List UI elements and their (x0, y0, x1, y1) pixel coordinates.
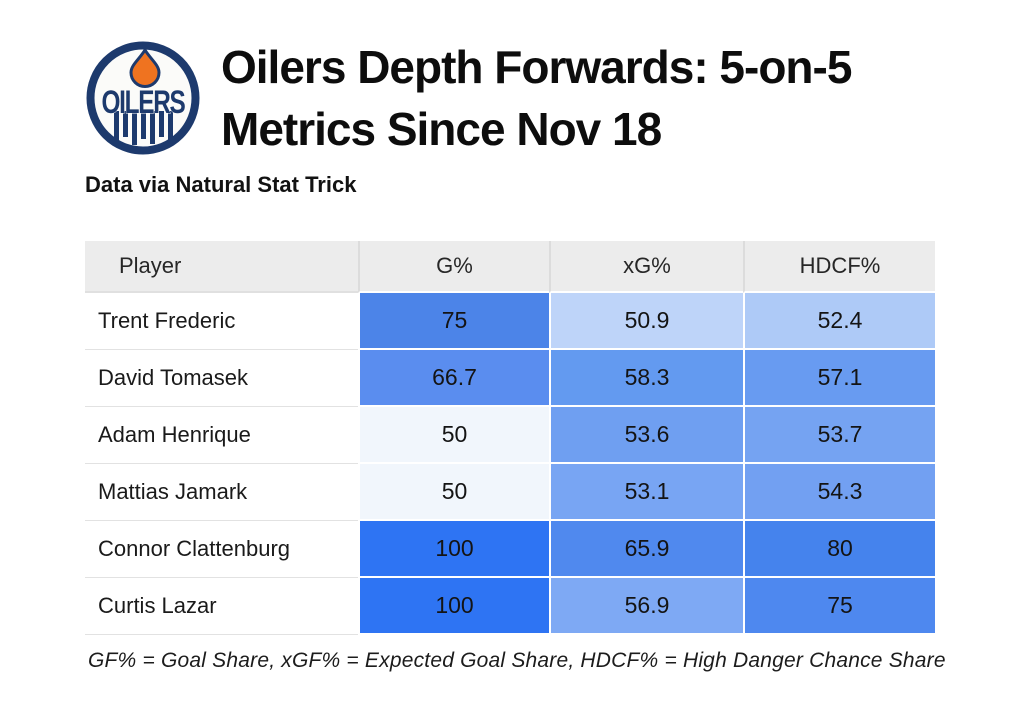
table-row: Connor Clattenburg 100 65.9 80 (85, 521, 935, 578)
metrics-table: Player G% xG% HDCF% Trent Frederic 75 50.9… (85, 241, 935, 635)
table-body: Trent Frederic 75 50.9 52.4 David Tomasek 66.… (85, 293, 935, 635)
page-title-line1: Oilers Depth Forwards: 5-on-5 (221, 41, 852, 93)
player-name-cell: Connor Clattenburg (85, 521, 358, 578)
stat-cell-hdcf-pct: 75 (743, 578, 935, 635)
table-header-row: Player G% xG% HDCF% (85, 241, 935, 293)
stat-cell-hdcf-pct: 80 (743, 521, 935, 578)
player-name-cell: Trent Frederic (85, 293, 358, 350)
table-row: Trent Frederic 75 50.9 52.4 (85, 293, 935, 350)
player-name-cell: Curtis Lazar (85, 578, 358, 635)
table-row: David Tomasek 66.7 58.3 57.1 (85, 350, 935, 407)
oilers-wordmark: OILERS (101, 85, 185, 121)
stat-cell-g-pct: 100 (358, 578, 549, 635)
column-header-hdcf-pct: HDCF% (743, 241, 935, 293)
table-row: Adam Henrique 50 53.6 53.7 (85, 407, 935, 464)
stat-cell-hdcf-pct: 53.7 (743, 407, 935, 464)
player-name-cell: David Tomasek (85, 350, 358, 407)
column-header-xg-pct: xG% (549, 241, 743, 293)
stat-cell-xg-pct: 56.9 (549, 578, 743, 635)
wordmark-drip-stems (114, 111, 173, 145)
oil-drop-icon (129, 47, 161, 89)
oilers-logo-graphic: OILERS (86, 41, 200, 155)
data-source-note: Data via Natural Stat Trick (85, 172, 357, 197)
oilers-logo: OILERS (86, 41, 200, 155)
legend-footnote: GF% = Goal Share, xGF% = Expected Goal S… (88, 649, 946, 672)
stat-cell-g-pct: 66.7 (358, 350, 549, 407)
stat-cell-g-pct: 50 (358, 464, 549, 521)
stat-cell-xg-pct: 58.3 (549, 350, 743, 407)
stat-cell-xg-pct: 53.1 (549, 464, 743, 521)
column-header-g-pct: G% (358, 241, 549, 293)
stat-cell-xg-pct: 53.6 (549, 407, 743, 464)
page-title: Oilers Depth Forwards: 5-on-5 Metrics Sin… (221, 36, 981, 160)
column-header-player: Player (85, 241, 358, 293)
stat-cell-g-pct: 100 (358, 521, 549, 578)
table-row: Mattias Jamark 50 53.1 54.3 (85, 464, 935, 521)
stat-cell-xg-pct: 65.9 (549, 521, 743, 578)
player-name-cell: Adam Henrique (85, 407, 358, 464)
stat-cell-g-pct: 75 (358, 293, 549, 350)
page-title-line2: Metrics Since Nov 18 (221, 103, 662, 155)
stat-cell-hdcf-pct: 54.3 (743, 464, 935, 521)
stat-cell-xg-pct: 50.9 (549, 293, 743, 350)
stat-cell-g-pct: 50 (358, 407, 549, 464)
stat-cell-hdcf-pct: 52.4 (743, 293, 935, 350)
table-row: Curtis Lazar 100 56.9 75 (85, 578, 935, 635)
stat-cell-hdcf-pct: 57.1 (743, 350, 935, 407)
player-name-cell: Mattias Jamark (85, 464, 358, 521)
